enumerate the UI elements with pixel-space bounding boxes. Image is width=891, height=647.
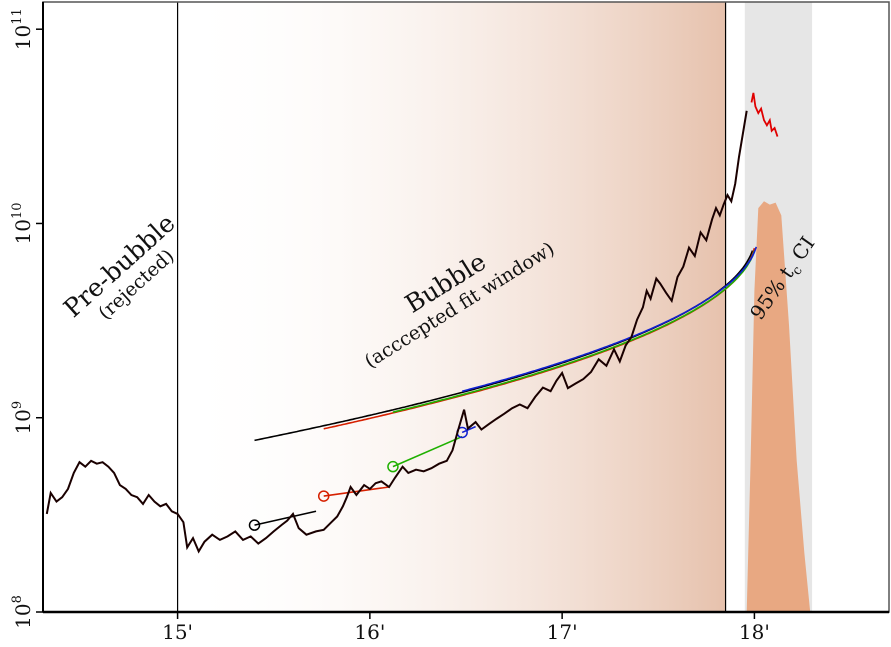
- x-tick-label: 17': [547, 620, 578, 644]
- fit-segment: [323, 486, 390, 497]
- y-tick-label: 108: [10, 595, 35, 629]
- y-tick-label: 109: [10, 401, 35, 435]
- fit-segment: [461, 425, 476, 434]
- ci-density-shape: [746, 201, 811, 613]
- fit-start-marker: [317, 490, 330, 502]
- y-tick-base: 10: [11, 25, 35, 50]
- fit-start-marker: [248, 519, 261, 531]
- bubble-window-shade: [177, 2, 726, 612]
- y-tick-exponent: 10: [10, 203, 25, 220]
- y-tick-label: 1010: [10, 203, 35, 245]
- fit-segment: [254, 510, 317, 526]
- x-tick-label: 15': [162, 620, 193, 644]
- y-tick-base: 10: [11, 409, 35, 434]
- fit-start-marker: [387, 460, 399, 473]
- y-tick-label-group: 109: [10, 401, 35, 435]
- y-tick-label: 1011: [10, 8, 35, 50]
- y-tick-exponent: 11: [10, 8, 25, 25]
- price-series-line: [45, 110, 748, 554]
- y-tick-exponent: 9: [10, 401, 25, 409]
- y-tick-exponent: 8: [10, 595, 25, 603]
- x-tick-label: 18': [739, 620, 770, 644]
- x-ticks: 15' 16' 17' 18': [162, 612, 770, 644]
- y-tick-label-group: 1011: [10, 8, 35, 50]
- y-tick-base: 10: [11, 603, 35, 628]
- fit-segment: [392, 435, 463, 468]
- fit-curve: [461, 246, 758, 393]
- y-tick-base: 10: [11, 219, 35, 244]
- x-tick-label: 16': [354, 620, 385, 644]
- y-tick-label-group: 108: [10, 595, 35, 629]
- fit-curve: [392, 250, 756, 413]
- y-tick-label-group: 1010: [10, 203, 35, 245]
- post-crash-series-line: [750, 92, 779, 137]
- fit-curves: [254, 246, 758, 442]
